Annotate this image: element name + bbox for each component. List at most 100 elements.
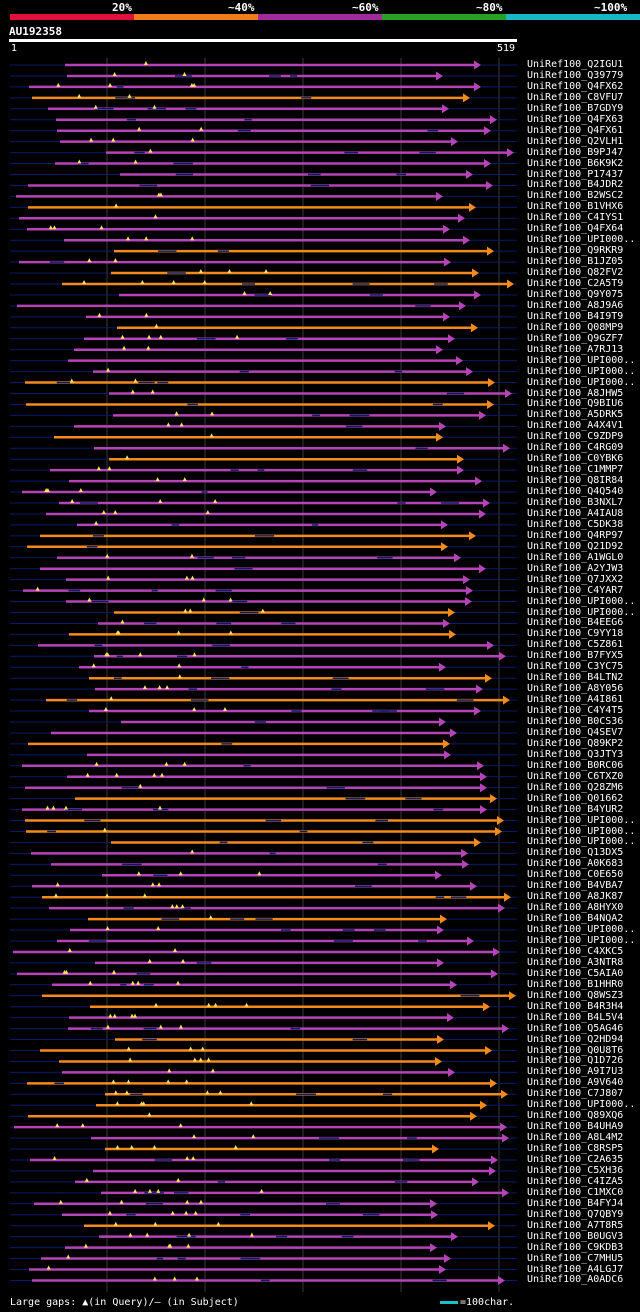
hit-link[interactable]: UniRef100_B1HHR0 <box>527 978 624 990</box>
hit-link[interactable]: UniRef100_UPI000.. <box>527 935 636 946</box>
hit-link[interactable]: UniRef100_UPI000.. <box>527 1099 636 1111</box>
hit-link[interactable]: UniRef100_UPI000.. <box>527 365 636 377</box>
hit-link[interactable]: UniRef100_Q9BIU6 <box>527 398 624 410</box>
hit-link[interactable]: UniRef100_C7MHU5 <box>527 1252 624 1264</box>
hit-link[interactable]: UniRef100_Q21D92 <box>527 540 624 552</box>
hit-link[interactable]: UniRef100_A8L4M2 <box>527 1132 624 1144</box>
hit-link[interactable]: UniRef100_Q4FX64 <box>527 223 624 235</box>
hit-link[interactable]: UniRef100_B2WSC2 <box>527 190 624 202</box>
hit-link[interactable]: UniRef100_C4RG09 <box>527 442 624 454</box>
hit-link[interactable]: UniRef100_UPI000.. <box>527 825 636 837</box>
hit-link[interactable]: UniRef100_B4UHA9 <box>527 1121 624 1133</box>
hit-link[interactable]: UniRef100_Q13DX5 <box>527 847 624 859</box>
hit-link[interactable]: UniRef100_A9V640 <box>527 1077 624 1089</box>
hit-link[interactable]: UniRef100_A4X4V1 <box>527 420 624 432</box>
hit-link[interactable]: UniRef100_Q89XQ6 <box>527 1110 624 1122</box>
hit-link[interactable]: UniRef100_C9YY18 <box>527 628 624 640</box>
hit-link[interactable]: UniRef100_B0UGV3 <box>527 1230 624 1242</box>
hit-link[interactable]: UniRef100_UPI000.. <box>527 234 636 246</box>
hit-link[interactable]: UniRef100_Q3JTY3 <box>527 748 624 760</box>
hit-link[interactable]: UniRef100_Q2IGU1 <box>527 59 624 70</box>
hit-link[interactable]: UniRef100_Q4Q540 <box>527 486 624 498</box>
hit-link[interactable]: UniRef100_Q4RP97 <box>527 529 624 541</box>
hit-link[interactable]: UniRef100_C0YBK6 <box>527 453 624 465</box>
hit-link[interactable]: UniRef100_B3NXL7 <box>527 497 624 508</box>
hit-link[interactable]: UniRef100_Q9RKR9 <box>527 245 624 257</box>
hit-link[interactable]: UniRef100_UPI000.. <box>527 595 636 607</box>
hit-link[interactable]: UniRef100_C2A5T9 <box>527 278 624 289</box>
hit-link[interactable]: UniRef100_C9ZDP9 <box>527 431 624 443</box>
hit-link[interactable]: UniRef100_B7GDY9 <box>527 102 624 114</box>
hit-link[interactable]: UniRef100_B4EEG6 <box>527 617 624 629</box>
hit-link[interactable]: UniRef100_Q2HD94 <box>527 1033 624 1045</box>
hit-link[interactable]: UniRef100_C4YAR7 <box>527 584 624 596</box>
hit-link[interactable]: UniRef100_C4IYS1 <box>527 212 624 224</box>
hit-link[interactable]: UniRef100_B0RC06 <box>527 759 624 771</box>
hit-link[interactable]: UniRef100_Q2VLH1 <box>527 135 624 147</box>
hit-link[interactable]: UniRef100_C9KDB3 <box>527 1241 624 1253</box>
hit-link[interactable]: UniRef100_Q7JXX2 <box>527 573 624 585</box>
hit-link[interactable]: UniRef100_Q9GZF7 <box>527 332 624 344</box>
hit-link[interactable]: UniRef100_Q4SEV7 <box>527 726 624 738</box>
hit-link[interactable]: UniRef100_Q0U8T6 <box>527 1044 624 1056</box>
hit-link[interactable]: UniRef100_B4NQA2 <box>527 913 624 925</box>
hit-link[interactable]: UniRef100_Q9Y075 <box>527 288 624 300</box>
hit-link[interactable]: UniRef100_C1MMP7 <box>527 464 624 476</box>
hit-link[interactable]: UniRef100_C7J807 <box>527 1088 624 1100</box>
hit-link[interactable]: UniRef100_UPI000.. <box>527 606 636 618</box>
hit-link[interactable]: UniRef100_C4IZA5 <box>527 1175 624 1187</box>
hit-link[interactable]: UniRef100_Q4FX61 <box>527 124 624 136</box>
hit-link[interactable]: UniRef100_A8Y056 <box>527 683 624 695</box>
hit-link[interactable]: UniRef100_B4I9T9 <box>527 310 624 322</box>
hit-link[interactable]: UniRef100_Q08MP9 <box>527 321 624 333</box>
hit-link[interactable]: UniRef100_A7RJ13 <box>527 343 624 355</box>
hit-link[interactable]: UniRef100_Q5AG46 <box>527 1022 624 1034</box>
hit-link[interactable]: UniRef100_C5XH36 <box>527 1164 624 1176</box>
hit-link[interactable]: UniRef100_A0ADC6 <box>527 1274 624 1286</box>
hit-link[interactable]: UniRef100_B4YUR2 <box>527 803 624 815</box>
hit-link[interactable]: UniRef100_C5Z861 <box>527 639 624 651</box>
hit-link[interactable]: UniRef100_C1MXC0 <box>527 1186 624 1198</box>
hit-link[interactable]: UniRef100_UPI000.. <box>527 376 636 388</box>
hit-link[interactable]: UniRef100_A7T8R5 <box>527 1219 624 1231</box>
hit-link[interactable]: UniRef100_A5DRK5 <box>527 409 624 421</box>
hit-link[interactable]: UniRef100_A9I7U3 <box>527 1066 624 1078</box>
hit-link[interactable]: UniRef100_C8VFU7 <box>527 91 624 103</box>
hit-link[interactable]: UniRef100_B4JDR2 <box>527 179 624 191</box>
hit-link[interactable]: UniRef100_P17437 <box>527 168 624 180</box>
hit-link[interactable]: UniRef100_B6K9K2 <box>527 157 624 169</box>
hit-link[interactable]: UniRef100_A8J9A6 <box>527 299 624 311</box>
hit-link[interactable]: UniRef100_Q01662 <box>527 792 624 804</box>
hit-link[interactable]: UniRef100_C5DK38 <box>527 518 624 530</box>
hit-link[interactable]: UniRef100_A1WGL0 <box>527 551 624 563</box>
hit-link[interactable]: UniRef100_Q8WSZ3 <box>527 989 624 1001</box>
hit-link[interactable]: UniRef100_Q1D726 <box>527 1055 624 1067</box>
hit-link[interactable]: UniRef100_UPI000.. <box>527 354 636 366</box>
hit-link[interactable]: UniRef100_A4I861 <box>527 694 624 706</box>
hit-link[interactable]: UniRef100_A8HYX0 <box>527 902 624 914</box>
hit-link[interactable]: UniRef100_A0K683 <box>527 858 624 870</box>
hit-link[interactable]: UniRef100_C8RSP5 <box>527 1143 624 1155</box>
hit-link[interactable]: UniRef100_B4FYJ4 <box>527 1197 624 1209</box>
hit-link[interactable]: UniRef100_Q7QBY9 <box>527 1208 624 1220</box>
hit-link[interactable]: UniRef100_B1JZ05 <box>527 256 624 268</box>
hit-link[interactable]: UniRef100_B4R3H4 <box>527 1000 624 1012</box>
hit-link[interactable]: UniRef100_Q4FX62 <box>527 80 624 92</box>
hit-link[interactable]: UniRef100_A3NTR8 <box>527 956 624 968</box>
hit-link[interactable]: UniRef100_A2YJW3 <box>527 562 624 574</box>
hit-link[interactable]: UniRef100_UPI000.. <box>527 924 636 936</box>
hit-link[interactable]: UniRef100_C4XKC5 <box>527 945 624 957</box>
hit-link[interactable]: UniRef100_B4L5V4 <box>527 1011 624 1023</box>
hit-link[interactable]: UniRef100_Q82FV2 <box>527 267 624 279</box>
hit-link[interactable]: UniRef100_UPI000.. <box>527 836 636 848</box>
hit-link[interactable]: UniRef100_C4Y4T5 <box>527 705 624 717</box>
hit-link[interactable]: UniRef100_Q89KP2 <box>527 737 624 749</box>
hit-link[interactable]: UniRef100_B4LTN2 <box>527 672 624 684</box>
hit-link[interactable]: UniRef100_B1VHX6 <box>527 201 624 213</box>
hit-link[interactable]: UniRef100_C2A635 <box>527 1154 624 1165</box>
hit-link[interactable]: UniRef100_C5AIA0 <box>527 967 624 979</box>
hit-link[interactable]: UniRef100_Q4FX63 <box>527 113 624 125</box>
hit-link[interactable]: UniRef100_A4LGJ7 <box>527 1263 624 1275</box>
hit-link[interactable]: UniRef100_A8JK87 <box>527 891 624 903</box>
hit-link[interactable]: UniRef100_Q39779 <box>527 69 624 81</box>
